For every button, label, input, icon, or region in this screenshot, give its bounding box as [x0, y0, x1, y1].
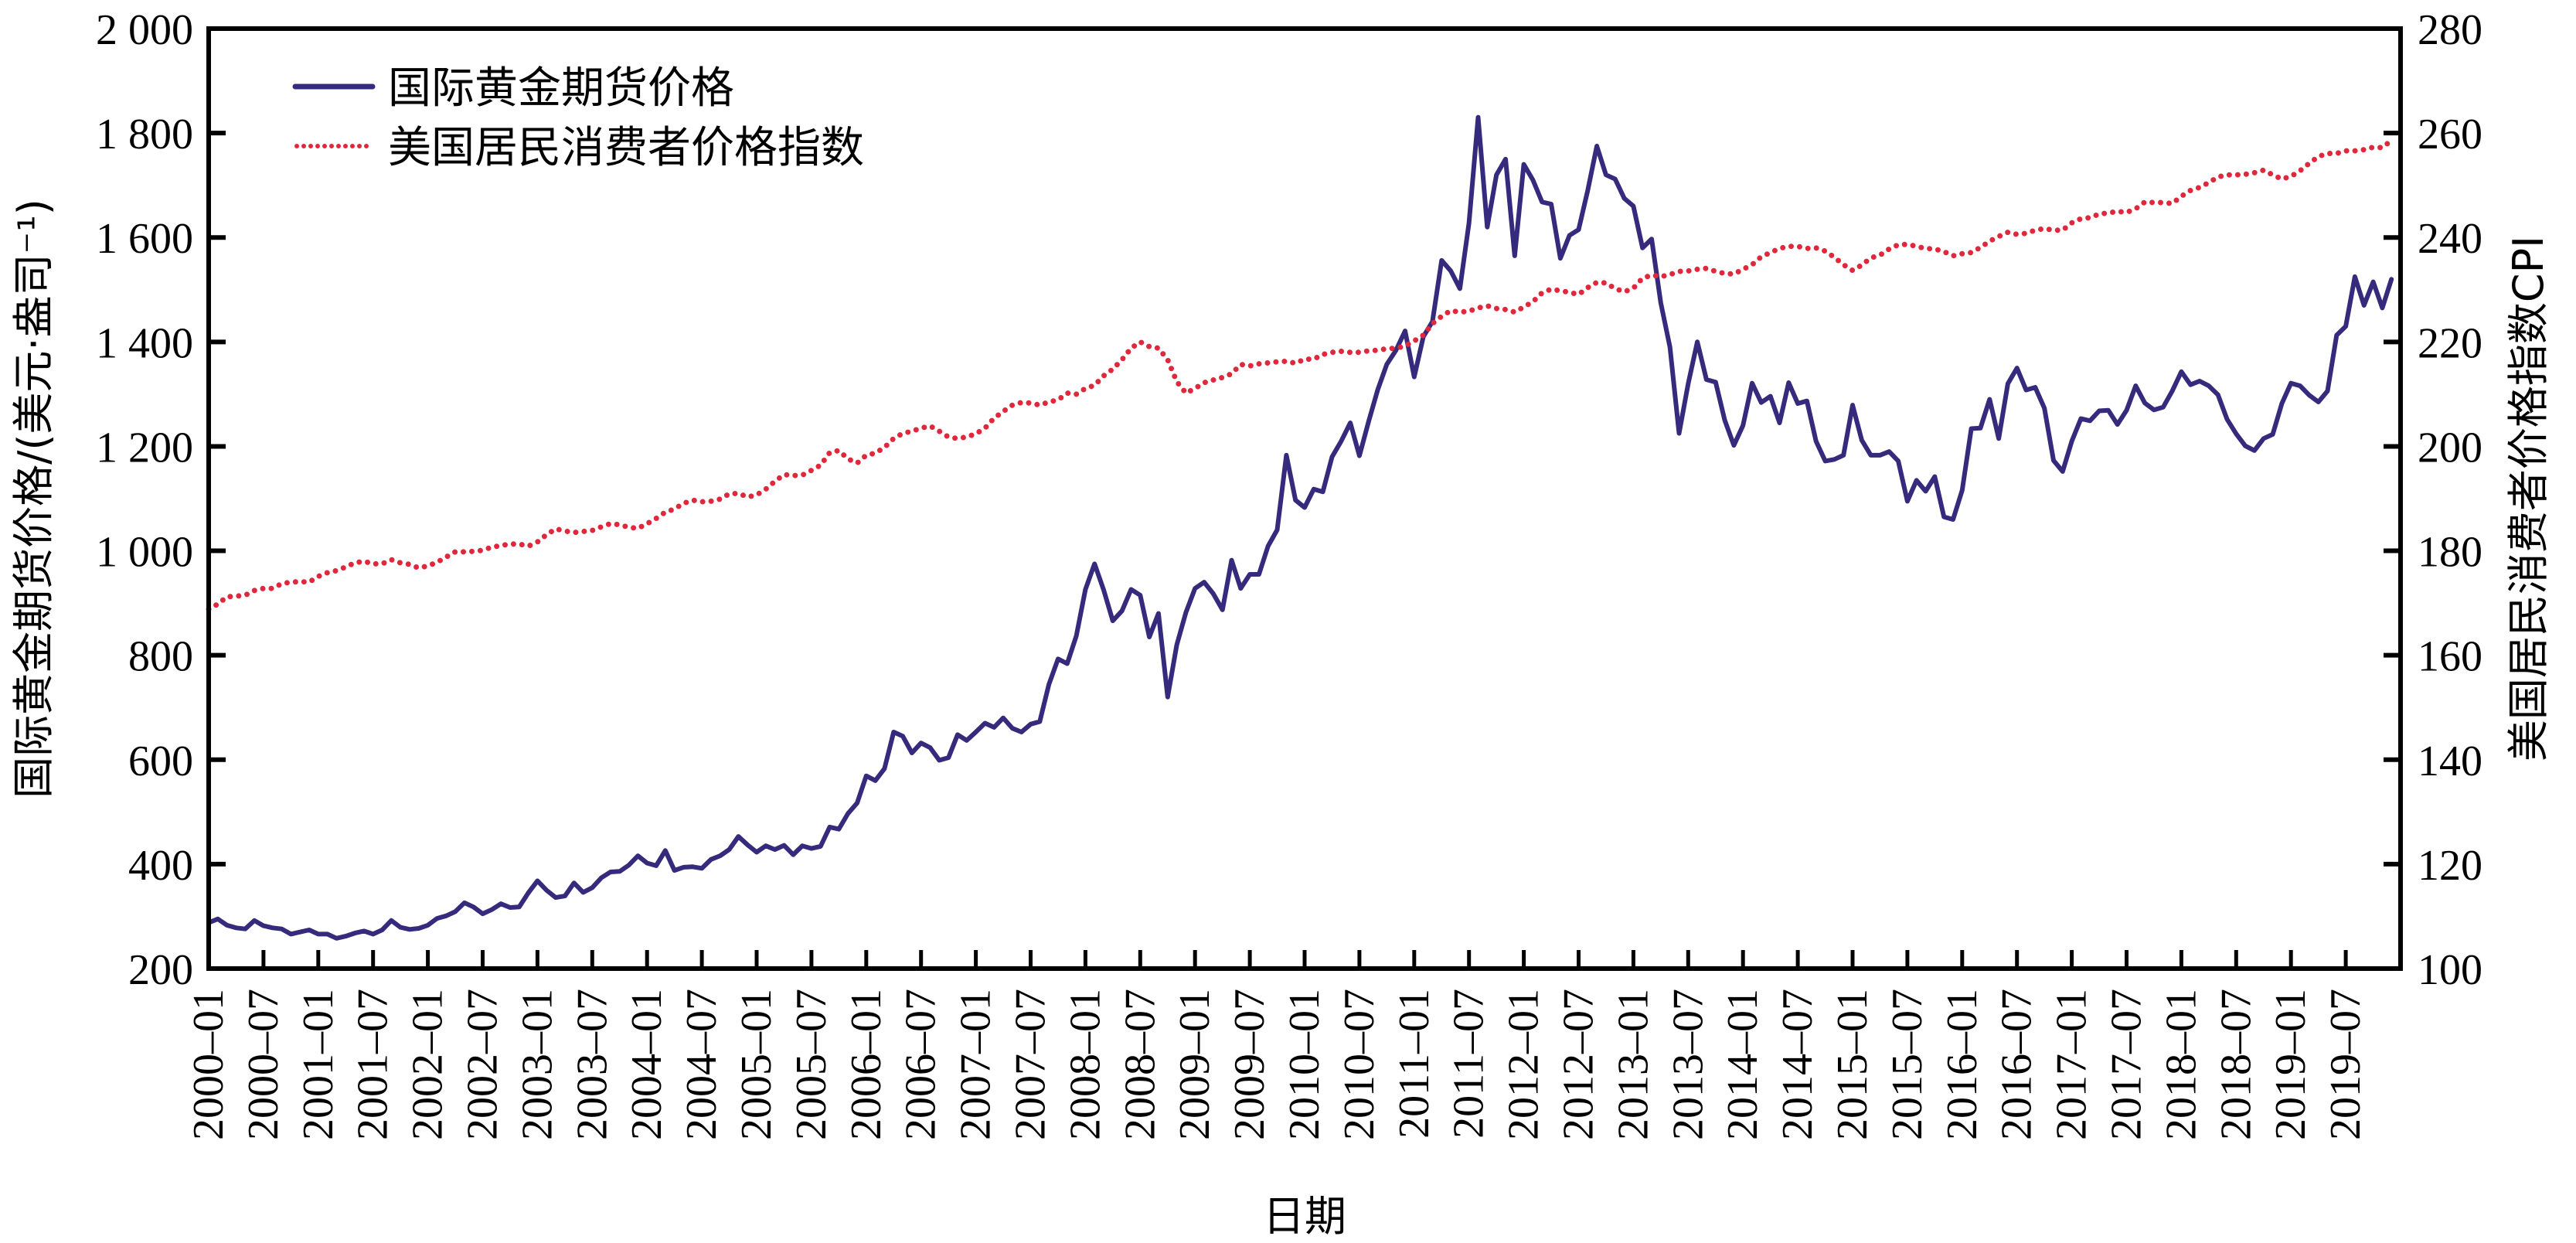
x-tick-label: 2009–07 — [1226, 989, 1274, 1140]
x-tick-label: 2003–01 — [513, 989, 561, 1140]
gold-price-line — [206, 114, 2394, 941]
x-tick-label: 2018–01 — [2157, 989, 2205, 1140]
x-tick-label: 2004–01 — [623, 989, 671, 1140]
x-tick-label: 2017–01 — [2048, 989, 2096, 1140]
x-tick-label: 2014–07 — [1774, 989, 1822, 1140]
x-tick-label: 2000–07 — [240, 989, 288, 1140]
x-tick-label: 2000–01 — [185, 989, 233, 1140]
x-tick-label: 2006–07 — [897, 989, 945, 1140]
y-tick-label-left: 400 — [128, 842, 193, 890]
y-tick-label-right: 260 — [2418, 111, 2482, 158]
y-tick-label-left: 1 400 — [96, 319, 193, 367]
x-tick-label: 2007–01 — [952, 989, 1000, 1140]
x-tick-label: 2014–01 — [1719, 989, 1767, 1140]
x-tick-label: 2009–01 — [1171, 989, 1219, 1140]
y-tick-label-left: 200 — [128, 946, 193, 994]
x-tick-label: 2002–07 — [459, 989, 507, 1140]
y-axis-title-left: 国际黄金期货价格/(美元·盎司⁻¹) — [9, 199, 58, 799]
y-tick-label-right: 240 — [2418, 215, 2482, 263]
y-tick-label-left: 1 600 — [96, 215, 193, 263]
y-tick-label-right: 140 — [2418, 737, 2482, 785]
legend: 国际黄金期货价格 美国居民消费者价格指数 — [292, 63, 864, 173]
x-tick-label: 2006–01 — [842, 989, 890, 1140]
y-tick-label-left: 600 — [128, 737, 193, 785]
x-tick-label: 2003–07 — [568, 989, 616, 1140]
x-tick-label: 2007–07 — [1007, 989, 1055, 1140]
series-layer — [206, 114, 2394, 941]
x-axis-title: 日期 — [1263, 1192, 1346, 1241]
x-tick-label: 2019–07 — [2322, 989, 2370, 1140]
x-tick-label: 2005–01 — [733, 989, 781, 1140]
x-tick-label: 2015–07 — [1884, 989, 1931, 1140]
plot-frame — [206, 26, 2403, 971]
y-tick-label-left: 800 — [128, 633, 193, 681]
x-tick-label: 2019–01 — [2267, 989, 2315, 1140]
x-tick-label: 2011–07 — [1445, 989, 1493, 1139]
y-tick-label-left: 1 000 — [96, 529, 193, 577]
x-tick-label: 2010–07 — [1336, 989, 1383, 1140]
x-tick-label: 2002–01 — [404, 989, 452, 1140]
x-tick-label: 2016–07 — [1993, 989, 2041, 1140]
x-tick-label: 2001–01 — [294, 989, 342, 1140]
y-tick-label-left: 2 000 — [96, 6, 193, 54]
x-tick-label: 2004–07 — [678, 989, 726, 1140]
x-tick-label: 2008–01 — [1061, 989, 1109, 1140]
x-tick-label: 2013–01 — [1609, 989, 1657, 1140]
y-tick-label-left: 1 800 — [96, 111, 193, 158]
y-tick-label-right: 160 — [2418, 633, 2482, 681]
y-axis-title-right: 美国居民消费者价格指数CPI — [2504, 236, 2553, 761]
x-tick-label: 2017–07 — [2103, 989, 2151, 1140]
y-tick-label-right: 100 — [2418, 946, 2482, 994]
x-tick-label: 2011–01 — [1390, 989, 1438, 1139]
y-tick-label-right: 180 — [2418, 529, 2482, 577]
x-tick-label: 2018–07 — [2212, 989, 2260, 1140]
cpi-line — [206, 138, 2394, 612]
x-tick-label: 2016–01 — [1938, 989, 1986, 1140]
legend-gold-label: 国际黄金期货价格 — [388, 63, 734, 114]
y-tick-label-right: 200 — [2418, 424, 2482, 472]
ticks-layer: 200 400 600 800 1 000 1 200 1 400 1 600 1 800 2 0… — [96, 6, 2482, 1140]
legend-cpi-label: 美国居民消费者价格指数 — [388, 123, 864, 173]
x-tick-label: 2008–07 — [1116, 989, 1164, 1140]
y-tick-label-right: 280 — [2418, 6, 2482, 54]
x-tick-label: 2001–07 — [349, 989, 397, 1140]
y-tick-label-right: 120 — [2418, 842, 2482, 890]
x-tick-label: 2012–01 — [1500, 989, 1548, 1140]
x-tick-label: 2005–07 — [788, 989, 835, 1140]
x-tick-label: 2012–07 — [1555, 989, 1603, 1140]
y-tick-label-left: 1 200 — [96, 424, 193, 472]
x-tick-label: 2010–01 — [1281, 989, 1329, 1140]
y-tick-label-right: 220 — [2418, 319, 2482, 367]
x-tick-label: 2015–01 — [1829, 989, 1877, 1140]
x-tick-label: 2013–07 — [1664, 989, 1712, 1140]
